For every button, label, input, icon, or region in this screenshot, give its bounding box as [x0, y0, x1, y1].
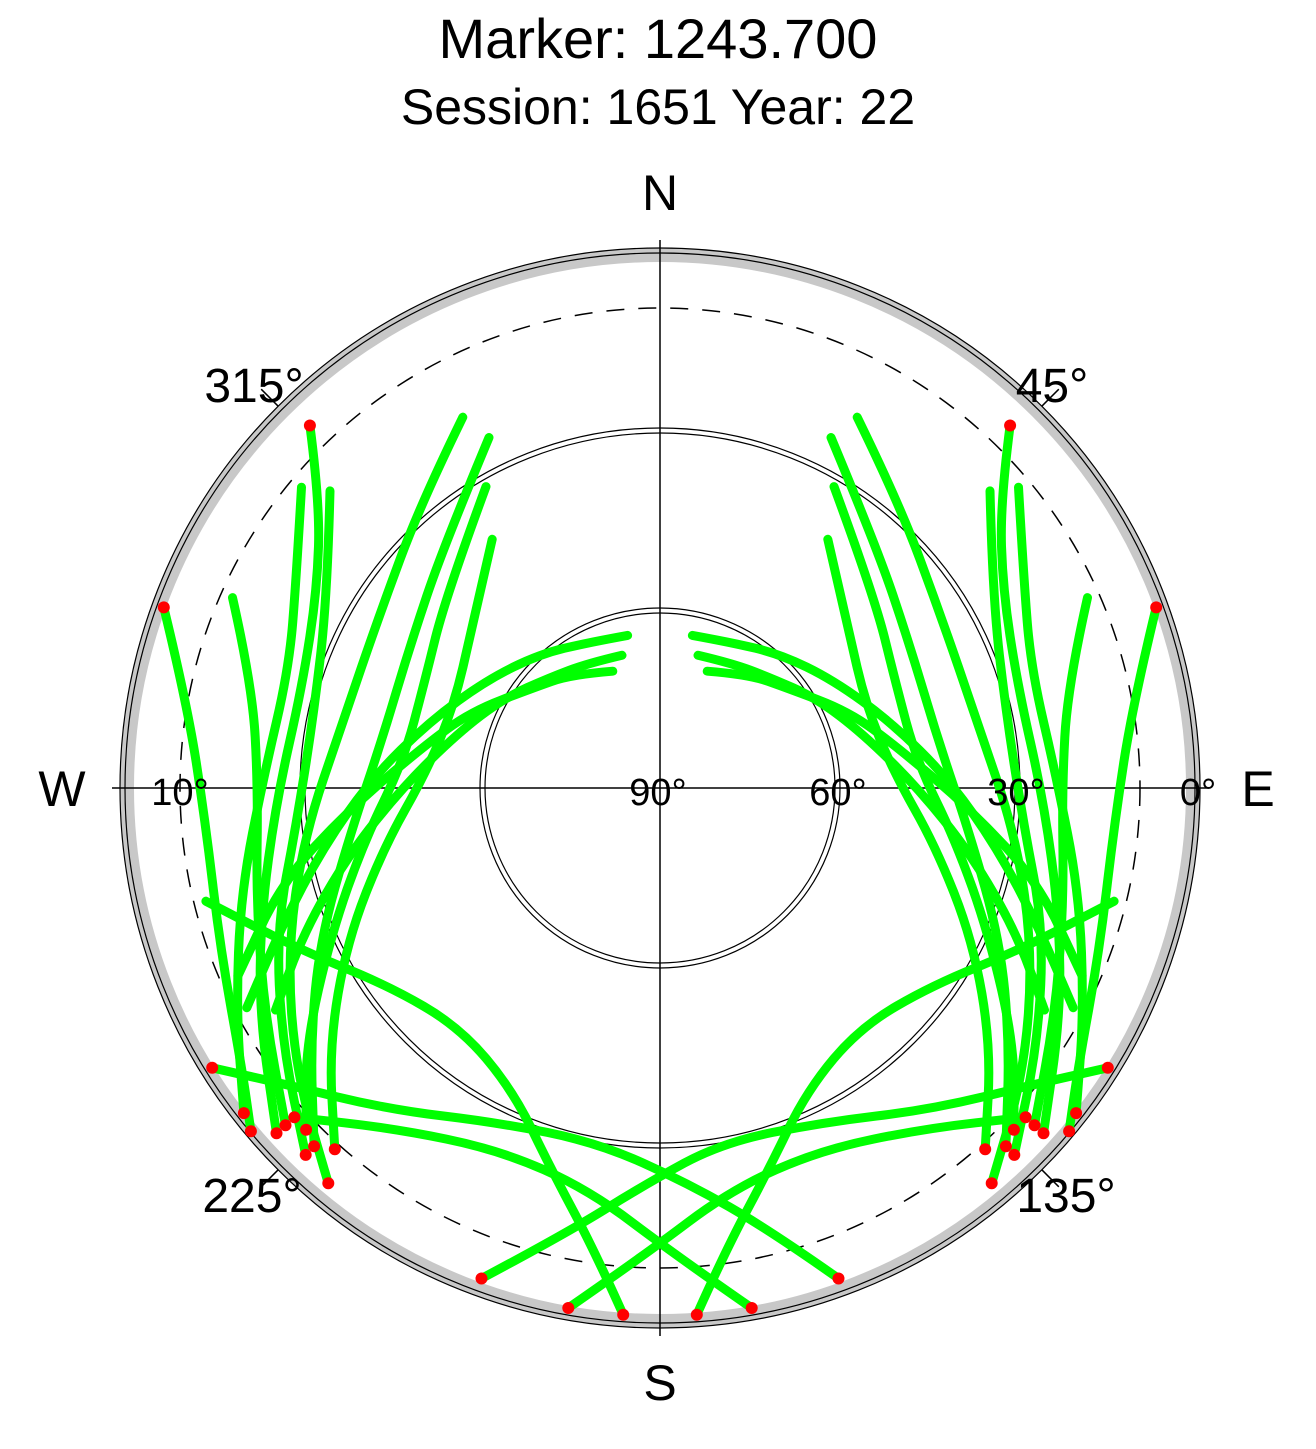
satellite-track-17 [307, 433, 494, 1151]
low-elevation-point-26-start [745, 1302, 758, 1314]
elevation-label-10: 10° [151, 772, 208, 814]
satellite-tracks [159, 412, 1161, 1320]
low-elevation-point-10-end [1028, 1119, 1041, 1132]
satellite-track-27 [477, 1063, 1113, 1283]
compass-south-label: S [643, 1355, 676, 1411]
low-elevation-point-12-end [1063, 1125, 1076, 1138]
satellite-track-8 [985, 486, 1046, 1160]
azimuth-tick-315 [260, 388, 279, 407]
low-elevation-point-16-end [300, 1123, 313, 1136]
low-elevation-point-19-end [322, 1177, 335, 1190]
azimuth-label-225: 225° [202, 1170, 301, 1223]
low-elevation-point-9-end [1037, 1127, 1050, 1140]
azimuth-tick-45 [1041, 388, 1060, 407]
low-elevation-point-28-start [562, 1302, 575, 1314]
satellite-track-24 [159, 602, 256, 1136]
low-elevation-point-27-end [1101, 1061, 1114, 1074]
azimuth-tick-135 [1041, 1169, 1060, 1188]
satellite-track-23 [233, 482, 306, 1118]
satellite-track-7 [852, 412, 1035, 1188]
low-elevation-point-26-end [288, 1111, 301, 1124]
satellite-track-5 [826, 433, 1013, 1151]
low-elevation-point-23-end [237, 1107, 250, 1120]
satellite-track-6 [823, 534, 994, 1154]
elevation-label-0: 0° [1180, 772, 1216, 814]
satellite-track-10 [1030, 593, 1092, 1130]
low-elevation-point-4-end [1007, 1123, 1020, 1136]
low-elevation-point-27-start [475, 1272, 488, 1285]
low-elevation-point-29-start [690, 1308, 703, 1321]
low-elevation-point-25-end [206, 1061, 219, 1074]
low-elevation-point-8-end [1008, 1148, 1021, 1161]
elevation-label-60: 60° [809, 772, 866, 814]
low-elevation-point-7-end [985, 1177, 998, 1190]
elevation-label-90: 90° [629, 772, 686, 814]
azimuth-label-315: 315° [204, 360, 303, 413]
satellite-track-29 [692, 896, 1119, 1320]
azimuth-label-135: 135° [1016, 1170, 1115, 1223]
low-elevation-point-24-start [157, 601, 170, 614]
low-elevation-point-5-end [999, 1140, 1012, 1153]
satellite-track-20 [274, 486, 335, 1160]
satellite-track-28 [563, 1112, 1031, 1313]
compass-west-label: W [38, 761, 86, 817]
low-elevation-point-21-end [270, 1127, 283, 1140]
low-elevation-point-24-end [244, 1125, 257, 1138]
satellite-track-26 [289, 1112, 757, 1313]
compass-north-label: N [642, 165, 678, 221]
satellite-track-22 [228, 593, 290, 1130]
compass-east-label: E [1241, 761, 1274, 817]
chart-subtitle: Session: 1651 Year: 22 [401, 79, 915, 135]
satellite-track-18 [326, 534, 497, 1154]
satellite-track-11 [1014, 482, 1087, 1118]
satellite-track-19 [285, 412, 468, 1188]
low-elevation-point-12-start [1150, 601, 1163, 614]
low-elevation-point-6-end [979, 1143, 992, 1156]
satellite-track-25 [207, 1063, 843, 1283]
azimuth-tick-225 [260, 1169, 279, 1188]
chart-title: Marker: 1243.700 [439, 7, 878, 70]
elevation-label-30: 30° [987, 772, 1044, 814]
low-elevation-point-30-start [617, 1308, 630, 1321]
low-elevation-point-25-start [832, 1272, 845, 1285]
satellite-track-30 [201, 896, 628, 1320]
azimuth-label-45: 45° [1016, 360, 1089, 413]
low-elevation-point-20-end [299, 1148, 312, 1161]
low-elevation-point-9-start [1004, 419, 1017, 432]
satellite-track-12 [1064, 602, 1161, 1136]
low-elevation-point-17-end [308, 1140, 321, 1153]
low-elevation-points [157, 419, 1163, 1321]
low-elevation-point-21-start [303, 419, 316, 432]
low-elevation-point-22-end [279, 1119, 292, 1132]
low-elevation-point-11-end [1070, 1107, 1083, 1120]
low-elevation-point-18-end [328, 1143, 341, 1156]
low-elevation-point-28-end [1019, 1111, 1032, 1124]
